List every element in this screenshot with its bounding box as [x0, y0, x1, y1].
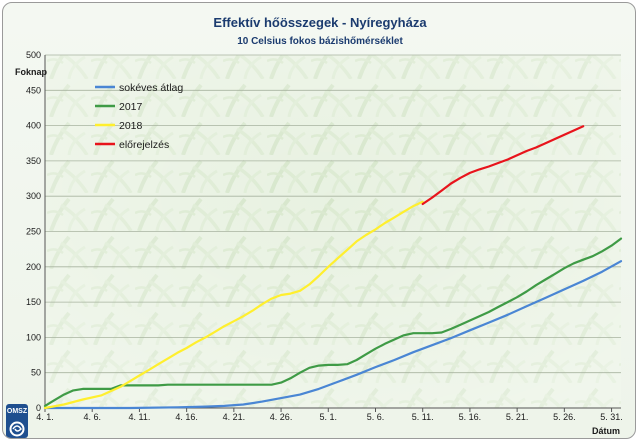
x-tick-label: 5. 26. — [553, 412, 576, 422]
x-tick-label: 4. 11. — [128, 412, 150, 422]
y-tick-label: 100 — [26, 332, 41, 342]
chart-svg: Effektív hőösszegek - Nyíregyháza 10 Cel… — [6, 15, 623, 438]
legend: sokéves átlag 2017 2018 előrejelzés — [95, 82, 183, 151]
series-line-el-rejelz-s — [421, 125, 585, 206]
x-tick-label: 5. 21. — [506, 412, 529, 422]
x-tick-label: 5. 1. — [320, 412, 338, 422]
legend-label-sok-ves-tlag: sokéves átlag — [119, 82, 183, 94]
y-tick-label: 250 — [26, 227, 41, 237]
legend-label-el-rejelz-s: előrejelzés — [119, 139, 169, 151]
grid-layer — [44, 54, 621, 412]
x-tick-label: 4. 16. — [175, 412, 198, 422]
y-tick-label: 350 — [26, 156, 41, 166]
series-line-2017 — [43, 237, 623, 407]
x-tick-label: 5. 31. — [600, 412, 623, 422]
y-tick-label: 150 — [26, 297, 41, 307]
legend-label-2017: 2017 — [119, 101, 143, 113]
series-layer — [43, 125, 623, 410]
x-tick-label: 4. 6. — [83, 412, 101, 422]
y-tick-label: 500 — [26, 50, 41, 60]
chart-title: Effektív hőösszegek - Nyíregyháza — [213, 15, 427, 30]
legend-label-2018: 2018 — [119, 120, 143, 132]
x-tick-label: 4. 21. — [223, 412, 246, 422]
x-tick-label: 5. 11. — [412, 412, 434, 422]
omsz-logo-swirl-icon — [9, 421, 25, 437]
x-tick-labels: 4. 1. 4. 6. 4. 11. 4. 16. 4. 21. 4. 26. 5. 1. 5… — [36, 412, 623, 422]
series-line-2018 — [43, 200, 424, 410]
x-tick-label: 4. 26. — [270, 412, 293, 422]
y-tick-label: 50 — [31, 368, 41, 378]
x-axis-label: Dátum — [592, 426, 620, 436]
omsz-logo-swirl-inner-icon — [12, 425, 22, 432]
chart-frame: Effektív hőösszegek - Nyíregyháza 10 Cel… — [2, 2, 636, 439]
y-tick-label: 450 — [26, 85, 41, 95]
y-tick-label: 400 — [26, 121, 41, 131]
y-axis-label: Foknap — [15, 67, 48, 77]
y-tick-label: 0 — [36, 403, 41, 413]
x-tick-label: 4. 1. — [36, 412, 54, 422]
omsz-logo: OMSZ — [6, 404, 28, 438]
series-line-sok-ves-tlag — [43, 260, 623, 410]
y-tick-labels: 0 50 100 150 200 250 300 350 400 450 500 — [26, 50, 41, 413]
x-tick-label: 5. 6. — [367, 412, 385, 422]
y-tick-label: 200 — [26, 262, 41, 272]
y-tick-label: 300 — [26, 191, 41, 201]
chart-subtitle: 10 Celsius fokos bázishőmérséklet — [237, 36, 403, 47]
omsz-logo-text: OMSZ — [7, 408, 28, 415]
x-tick-label: 5. 16. — [459, 412, 482, 422]
